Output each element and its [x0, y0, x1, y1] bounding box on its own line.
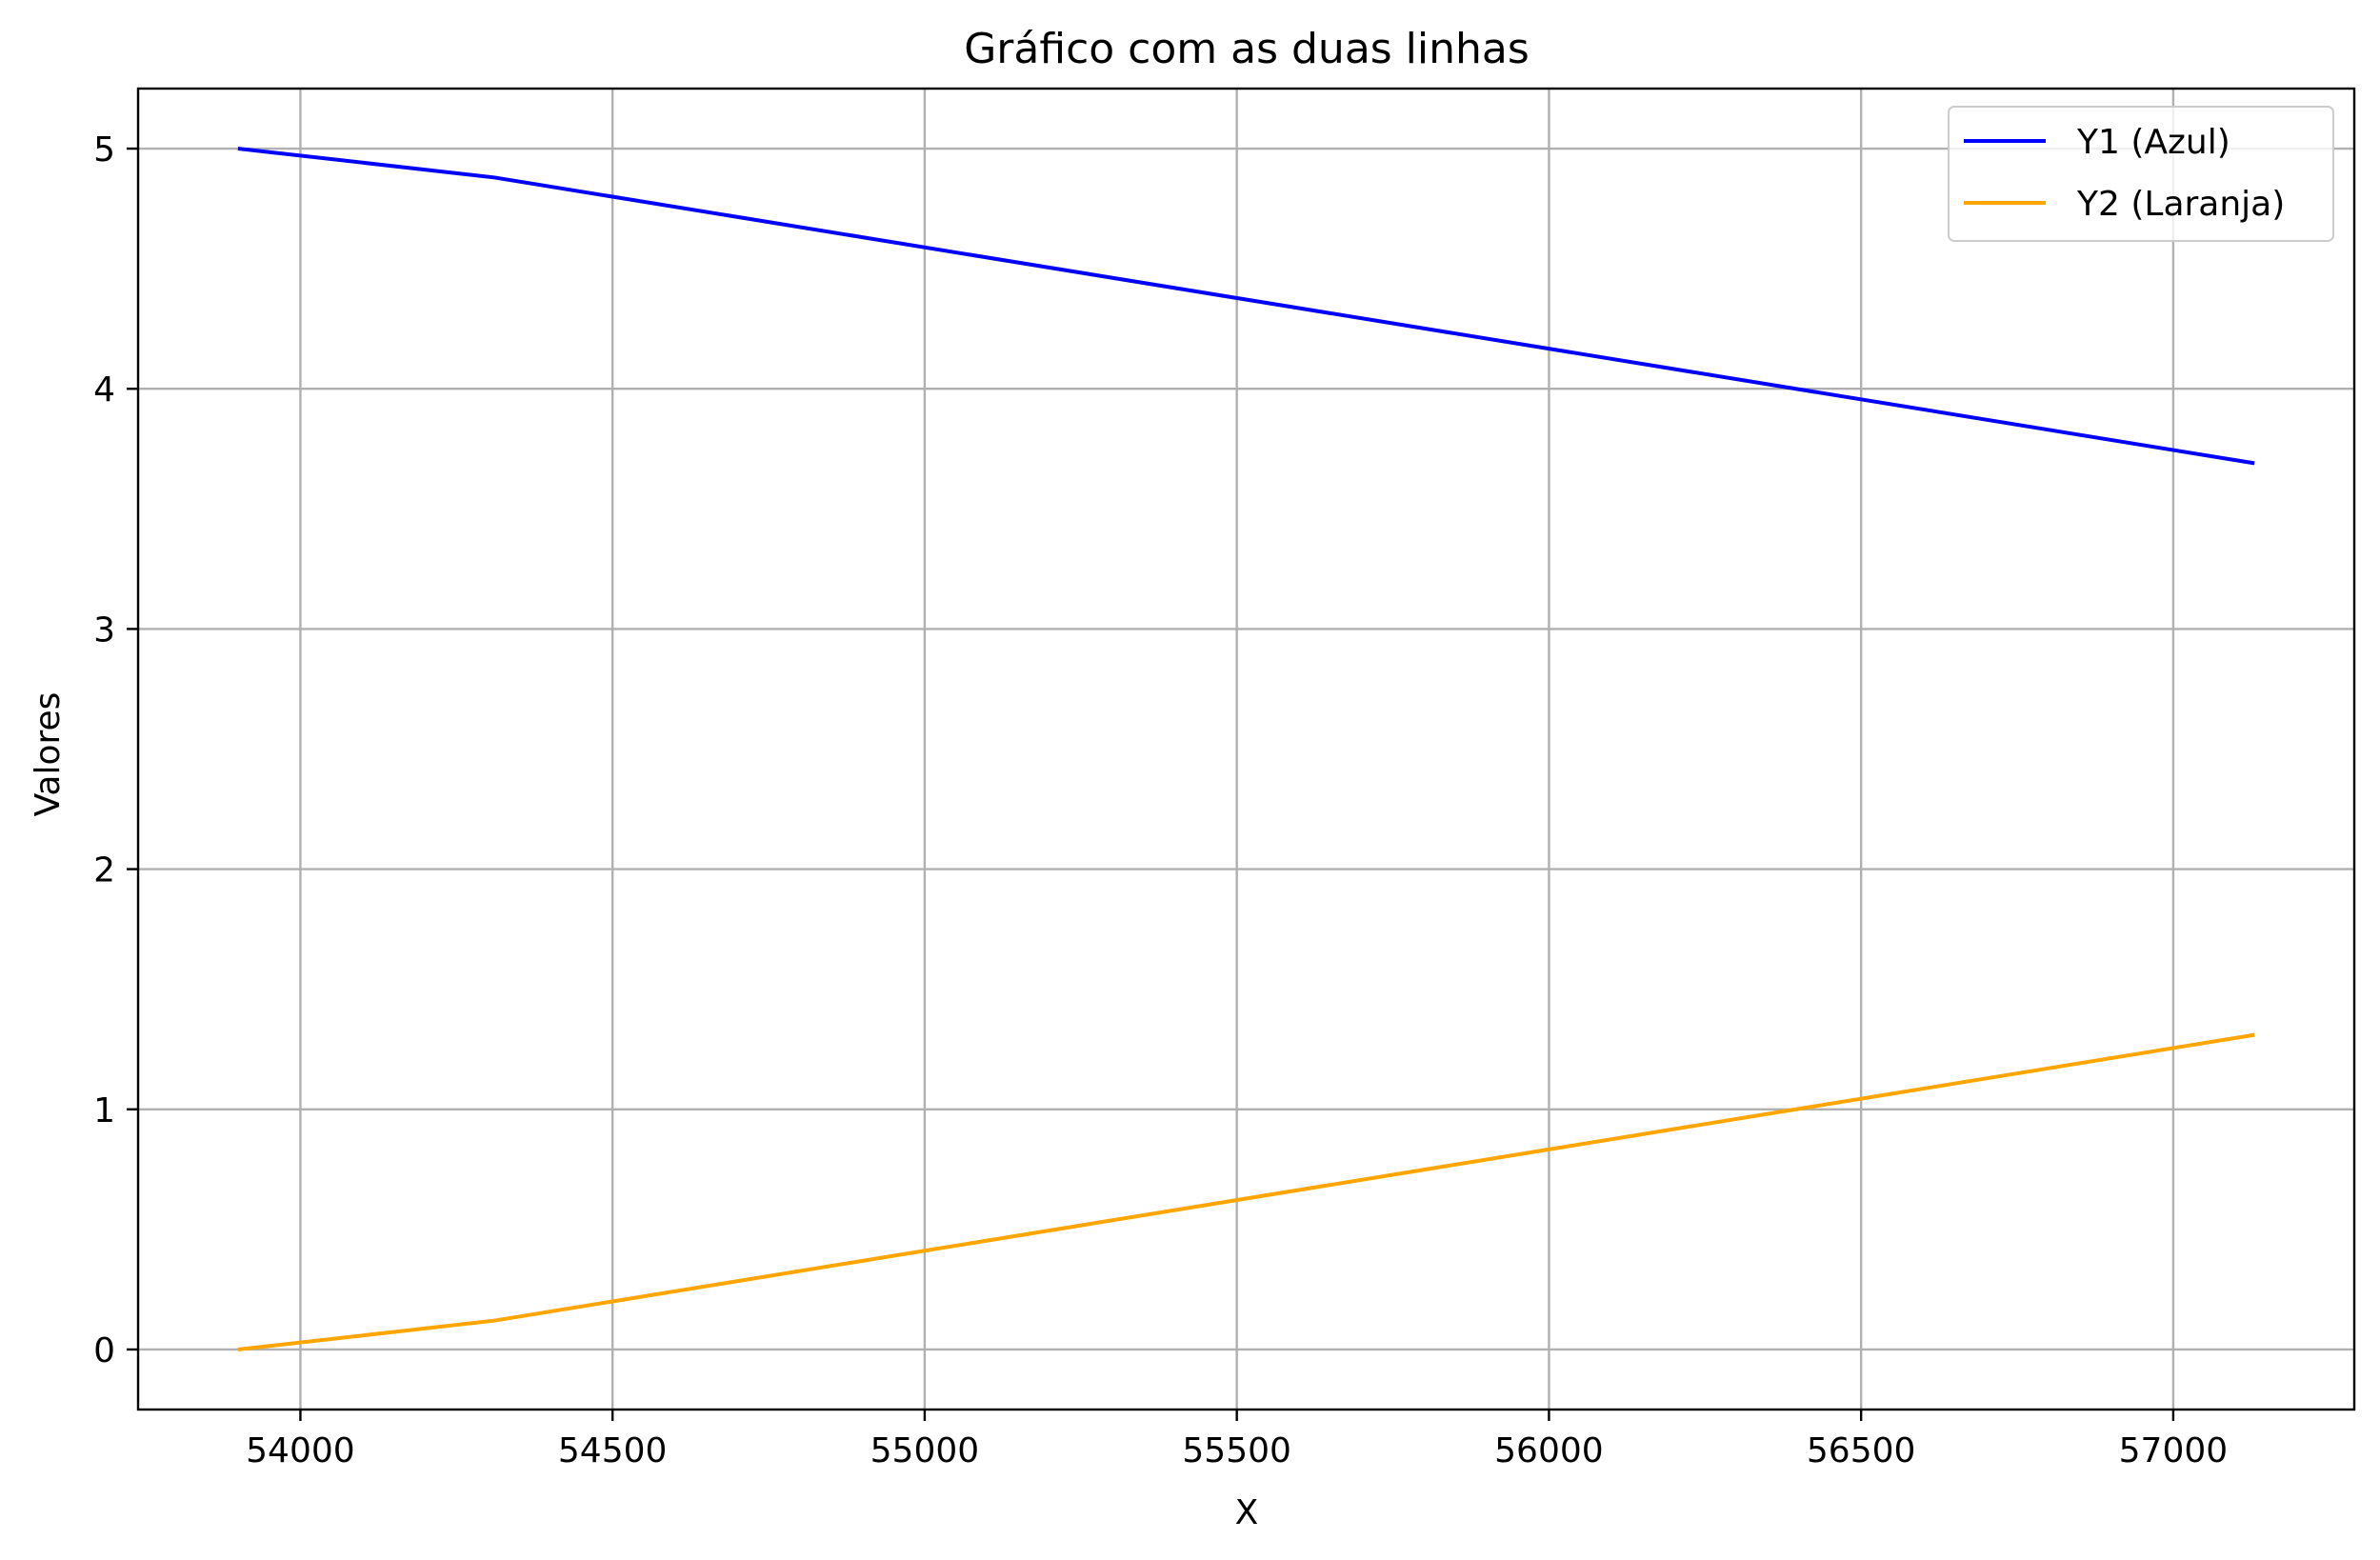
y-tick-label: 4	[93, 370, 115, 410]
legend-label-2: Y2 (Laranja)	[2076, 185, 2285, 224]
legend-label-1: Y1 (Azul)	[2076, 123, 2230, 162]
x-tick-label: 56500	[1807, 1431, 1916, 1470]
x-axis-label: X	[1235, 1493, 1259, 1532]
y-tick-label: 5	[93, 130, 115, 170]
y-tick-label: 3	[93, 610, 115, 650]
x-tick-label: 54000	[246, 1431, 355, 1470]
chart-title: Gráfico com as duas linhas	[964, 25, 1530, 73]
x-tick-label: 56000	[1494, 1431, 1604, 1470]
series-line-1	[237, 147, 2255, 466]
series-lines	[237, 147, 2255, 1351]
legend: Y1 (Azul) Y2 (Laranja)	[1948, 106, 2334, 242]
y-tick-label: 0	[93, 1331, 115, 1370]
x-tick-label: 55500	[1182, 1431, 1291, 1470]
series-line-2	[237, 1032, 2255, 1351]
y-tick-label: 1	[93, 1091, 115, 1130]
grid-lines	[138, 89, 2354, 1410]
axis-ticks: 54000 54500 55000 55500 56000 56500 57000 0 1 2 3 4…	[93, 130, 2228, 1470]
y-axis-label: Valores	[29, 692, 68, 817]
plot-area-frame	[136, 87, 2356, 1411]
x-tick-label: 55000	[870, 1431, 980, 1470]
x-tick-label: 57000	[2119, 1431, 2229, 1470]
x-tick-label: 54500	[558, 1431, 668, 1470]
y-tick-label: 2	[93, 851, 115, 890]
